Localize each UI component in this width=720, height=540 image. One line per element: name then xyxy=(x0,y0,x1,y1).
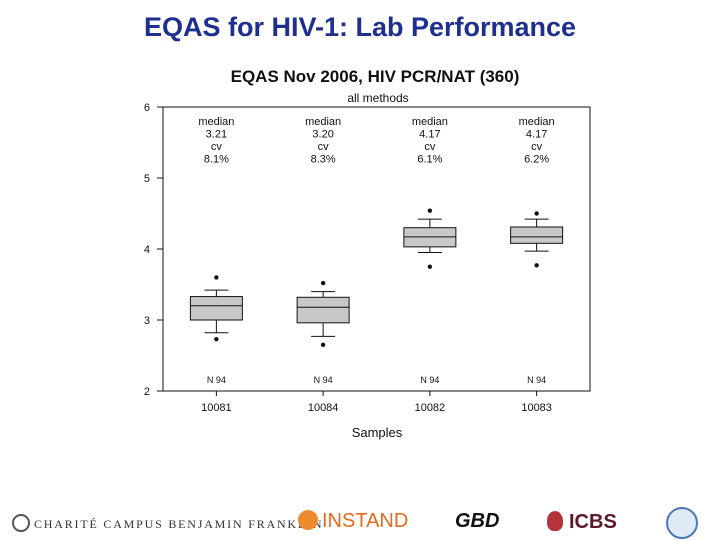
n-label: N 94 xyxy=(420,375,439,385)
median-value: 4.17 xyxy=(419,129,440,141)
instand-logo-icon xyxy=(298,510,318,530)
x-tick-label: 10084 xyxy=(308,402,339,414)
cv-word: cv xyxy=(531,141,543,153)
outlier-point xyxy=(427,208,433,213)
plot-frame xyxy=(162,106,591,392)
box xyxy=(189,296,243,321)
x-tick-label: 10081 xyxy=(201,402,232,414)
median-value: 4.17 xyxy=(526,129,547,141)
slide-title: EQAS for HIV-1: Lab Performance xyxy=(143,12,577,42)
x-tick-label: 10083 xyxy=(521,402,552,414)
cv-word: cv xyxy=(424,141,436,153)
cv-value: 8.3% xyxy=(311,154,336,166)
chart-subtitle: all methods xyxy=(347,91,408,105)
n-label: N 94 xyxy=(314,375,333,385)
outlier-point xyxy=(534,263,539,268)
who-logo-icon xyxy=(666,507,698,539)
box xyxy=(296,296,350,324)
cv-value: 6.1% xyxy=(417,154,442,166)
y-tick-label: 2 xyxy=(144,386,150,398)
median-word: median xyxy=(519,116,555,128)
median-value: 3.20 xyxy=(312,129,333,141)
icbs-logo-icon xyxy=(547,511,563,531)
cv-value: 8.1% xyxy=(204,154,229,166)
footer-logos: CHARITÉ CAMPUS BENJAMIN FRANKLIN INSTAND… xyxy=(0,505,720,540)
outlier-point xyxy=(214,275,219,280)
cv-word: cv xyxy=(211,141,223,153)
box xyxy=(510,226,564,244)
instand-logo: INSTAND xyxy=(298,510,408,533)
outlier-point xyxy=(214,336,219,342)
n-label: N 94 xyxy=(527,375,546,385)
cv-value: 6.2% xyxy=(524,154,549,166)
box-plot-chart: EQAS Nov 2006, HIV PCR/NAT (360) all met… xyxy=(144,67,591,440)
n-label: N 94 xyxy=(207,375,226,385)
y-tick-label: 5 xyxy=(144,173,150,185)
x-axis-label: Samples xyxy=(352,425,403,440)
median-value: 3.21 xyxy=(206,129,227,141)
outlier-point xyxy=(427,264,433,269)
outlier-point xyxy=(320,342,326,348)
instand-text: INSTAND xyxy=(322,510,409,532)
outlier-point xyxy=(534,211,539,216)
x-tick-label: 10082 xyxy=(415,402,446,414)
cv-word: cv xyxy=(318,141,330,153)
gbd-logo: GBD xyxy=(455,510,500,532)
y-tick-label: 6 xyxy=(144,102,150,114)
charite-logo: CHARITÉ CAMPUS BENJAMIN FRANKLIN xyxy=(12,514,323,532)
median-word: median xyxy=(198,116,234,128)
icbs-logo: ICBS xyxy=(547,511,617,534)
icbs-text: ICBS xyxy=(569,511,617,533)
median-word: median xyxy=(412,116,448,128)
outlier-point xyxy=(320,280,326,286)
charite-logo-icon xyxy=(12,514,30,532)
y-tick-label: 4 xyxy=(144,244,150,256)
median-word: median xyxy=(305,116,341,128)
y-tick-label: 3 xyxy=(144,315,150,327)
charite-text: CHARITÉ CAMPUS BENJAMIN FRANKLIN xyxy=(34,517,324,531)
chart-title: EQAS Nov 2006, HIV PCR/NAT (360) xyxy=(231,67,520,86)
